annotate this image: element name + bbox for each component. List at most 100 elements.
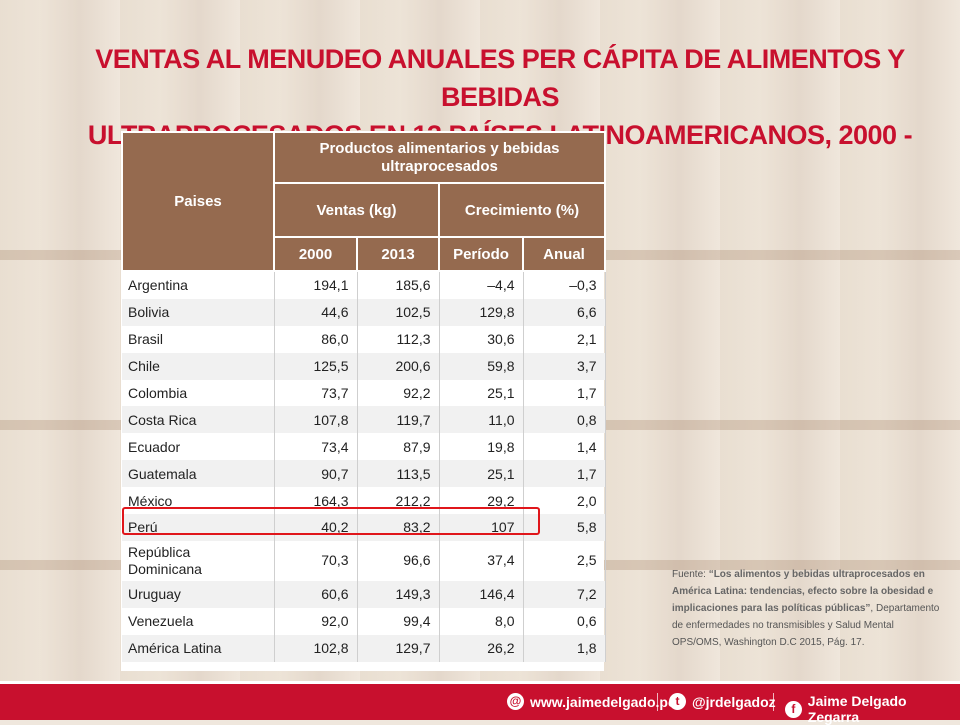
cell-country: América Latina: [122, 634, 275, 662]
footer-bar: @ www.jaimedelgado.pe t @jrdelgadoz f Ja…: [0, 684, 960, 725]
cell-annual: 5,8: [523, 514, 606, 541]
cell-country: México: [122, 487, 275, 515]
table-row: Costa Rica 107,8 119,7 11,0 0,8: [122, 406, 606, 434]
cell-2013: 129,7: [357, 634, 440, 662]
cell-2000: 60,6: [274, 580, 358, 608]
cell-2000: 70,3: [274, 540, 358, 581]
table-row: Brasil 86,0 112,3 30,6 2,1: [122, 325, 606, 353]
table-row: Bolivia 44,6 102,5 129,8 6,6: [122, 298, 606, 326]
cell-2013: 102,5: [357, 298, 440, 326]
cell-2000: 92,0: [274, 607, 358, 635]
cell-annual: 1,8: [523, 634, 606, 662]
cell-country: Ecuador: [122, 433, 275, 461]
footer-separator: [657, 693, 658, 711]
table-row: Uruguay 60,6 149,3 146,4 7,2: [122, 580, 606, 608]
footer-twitter[interactable]: t @jrdelgadoz: [669, 693, 776, 710]
cell-2013: 113,5: [357, 460, 440, 488]
source-note: Fuente: “Los alimentos y bebidas ultrapr…: [672, 566, 942, 651]
table-row: México 164,3 212,2 29,2 2,0: [122, 487, 606, 515]
footer-web[interactable]: @ www.jaimedelgado.pe: [507, 693, 676, 710]
table-row: Ecuador 73,4 87,9 19,8 1,4: [122, 433, 606, 461]
cell-country: Uruguay: [122, 580, 275, 608]
cell-period: –4,4: [439, 271, 524, 299]
cell-2013: 119,7: [357, 406, 440, 434]
cell-country: Venezuela: [122, 607, 275, 635]
cell-country: Brasil: [122, 325, 275, 353]
cell-2013: 87,9: [357, 433, 440, 461]
header-country: Paises: [121, 131, 275, 272]
cell-country: Perú: [122, 514, 275, 541]
cell-period: 59,8: [439, 352, 524, 380]
cell-2000: 107,8: [274, 406, 358, 434]
globe-icon: @: [507, 693, 524, 710]
cell-2013: 112,3: [357, 325, 440, 353]
cell-period: 146,4: [439, 580, 524, 608]
cell-annual: 3,7: [523, 352, 606, 380]
cell-country: Guatemala: [122, 460, 275, 488]
cell-country: Colombia: [122, 379, 275, 407]
cell-annual: 0,8: [523, 406, 606, 434]
table-row: América Latina 102,8 129,7 26,2 1,8: [122, 634, 606, 662]
twitter-icon: t: [669, 693, 686, 710]
cell-annual: 1,4: [523, 433, 606, 461]
cell-country: Chile: [122, 352, 275, 380]
cell-country: Bolivia: [122, 298, 275, 326]
cell-period: 107: [439, 514, 524, 541]
source-title: “Los alimentos y bebidas ultraprocesados…: [672, 569, 934, 614]
cell-country: Argentina: [122, 271, 275, 299]
cell-annual: –0,3: [523, 271, 606, 299]
table-row: Argentina 194,1 185,6 –4,4 –0,3: [122, 271, 606, 299]
cell-2013: 96,6: [357, 540, 440, 581]
cell-annual: 7,2: [523, 580, 606, 608]
cell-period: 25,1: [439, 379, 524, 407]
cell-annual: 2,5: [523, 540, 606, 581]
cell-annual: 6,6: [523, 298, 606, 326]
cell-2000: 194,1: [274, 271, 358, 299]
cell-country: Costa Rica: [122, 406, 275, 434]
table-row: República Dominicana 70,3 96,6 37,4 2,5: [122, 540, 606, 581]
footer-twitter-text: @jrdelgadoz: [692, 693, 776, 710]
cell-2013: 185,6: [357, 271, 440, 299]
header-group: Productos alimentarios y bebidas ultrapr…: [273, 131, 606, 184]
footer-facebook[interactable]: f Jaime Delgado Zegarra: [785, 693, 960, 725]
cell-annual: 2,1: [523, 325, 606, 353]
cell-country: República Dominicana: [122, 540, 275, 581]
header-growth: Crecimiento (%): [438, 182, 606, 238]
cell-annual: 1,7: [523, 460, 606, 488]
cell-annual: 2,0: [523, 487, 606, 515]
cell-2000: 90,7: [274, 460, 358, 488]
cell-period: 19,8: [439, 433, 524, 461]
table-row: Chile 125,5 200,6 59,8 3,7: [122, 352, 606, 380]
cell-2000: 86,0: [274, 325, 358, 353]
cell-annual: 0,6: [523, 607, 606, 635]
footer-facebook-text: Jaime Delgado Zegarra: [807, 693, 907, 725]
cell-2013: 200,6: [357, 352, 440, 380]
footer-web-text: www.jaimedelgado.pe: [530, 693, 676, 710]
cell-2000: 125,5: [274, 352, 358, 380]
header-sales: Ventas (kg): [273, 182, 440, 238]
header-2000: 2000: [273, 236, 358, 272]
cell-period: 8,0: [439, 607, 524, 635]
cell-2013: 149,3: [357, 580, 440, 608]
header-period: Período: [438, 236, 524, 272]
cell-period: 11,0: [439, 406, 524, 434]
cell-2000: 102,8: [274, 634, 358, 662]
table-row: Perú 40,2 83,2 107 5,8: [122, 514, 606, 541]
cell-2013: 99,4: [357, 607, 440, 635]
cell-2000: 73,4: [274, 433, 358, 461]
source-rest: , Departamento de enfermedades no transm…: [672, 603, 940, 648]
cell-2000: 40,2: [274, 514, 358, 541]
footer-divider: [0, 681, 960, 684]
cell-period: 29,2: [439, 487, 524, 515]
table-row: Guatemala 90,7 113,5 25,1 1,7: [122, 460, 606, 488]
table-row: Colombia 73,7 92,2 25,1 1,7: [122, 379, 606, 407]
table-row: Venezuela 92,0 99,4 8,0 0,6: [122, 607, 606, 635]
source-label: Fuente:: [672, 569, 706, 580]
cell-2013: 92,2: [357, 379, 440, 407]
cell-period: 129,8: [439, 298, 524, 326]
header-annual: Anual: [522, 236, 606, 272]
data-table: Paises Productos alimentarios y bebidas …: [121, 131, 606, 671]
header-2013: 2013: [356, 236, 440, 272]
cell-2013: 212,2: [357, 487, 440, 515]
cell-2000: 44,6: [274, 298, 358, 326]
